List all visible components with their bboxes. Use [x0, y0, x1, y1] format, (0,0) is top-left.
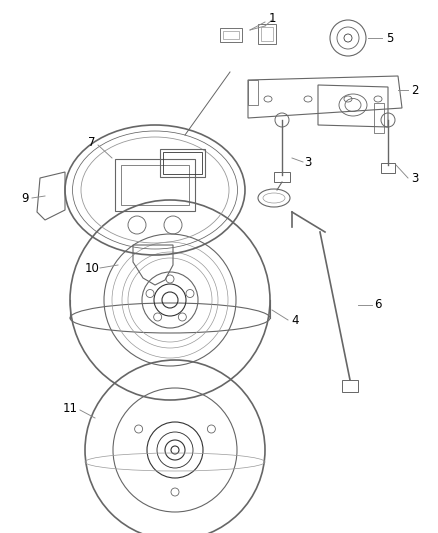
- Bar: [261, 27, 273, 41]
- Text: 4: 4: [291, 313, 299, 327]
- Text: 10: 10: [85, 262, 99, 274]
- Bar: [258, 24, 276, 44]
- Bar: [121, 165, 189, 205]
- Text: 7: 7: [88, 135, 96, 149]
- Bar: [274, 172, 290, 182]
- Bar: [115, 159, 195, 211]
- Bar: [342, 380, 358, 392]
- Text: 3: 3: [304, 156, 312, 168]
- Bar: [220, 28, 242, 42]
- Text: 1: 1: [268, 12, 276, 25]
- Bar: [160, 149, 205, 177]
- Bar: [223, 31, 239, 39]
- Bar: [381, 163, 395, 173]
- Text: 11: 11: [63, 401, 78, 415]
- Text: 5: 5: [386, 31, 394, 44]
- Text: 6: 6: [374, 298, 382, 311]
- Bar: [163, 152, 202, 174]
- Text: 3: 3: [411, 172, 419, 184]
- Text: 2: 2: [411, 84, 419, 96]
- Text: 9: 9: [21, 191, 29, 205]
